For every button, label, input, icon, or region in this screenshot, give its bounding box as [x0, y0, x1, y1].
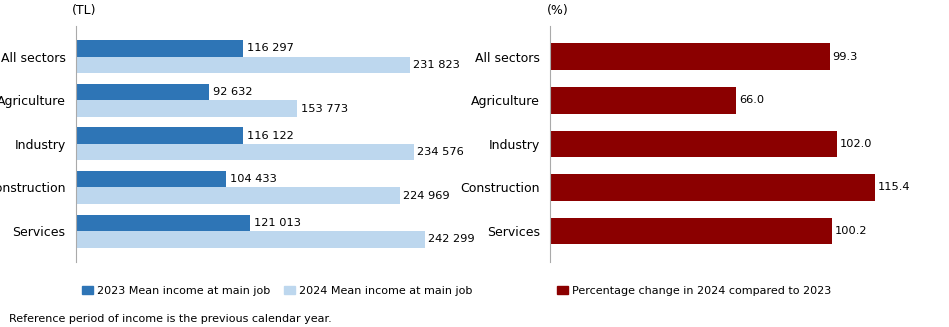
Text: Reference period of income is the previous calendar year.: Reference period of income is the previo… [9, 314, 332, 324]
Text: 231 823: 231 823 [414, 60, 460, 70]
Text: (%): (%) [547, 4, 568, 17]
Text: 66.0: 66.0 [739, 95, 764, 105]
Text: 92 632: 92 632 [213, 87, 252, 97]
Text: 104 433: 104 433 [230, 174, 277, 184]
Text: (TL): (TL) [72, 4, 96, 17]
Bar [550, 218, 832, 244]
Bar [550, 43, 829, 70]
Bar [76, 187, 400, 204]
Bar [550, 87, 736, 113]
Bar [550, 174, 875, 201]
Bar [76, 84, 210, 100]
Text: 153 773: 153 773 [301, 104, 348, 113]
Text: 116 297: 116 297 [247, 43, 294, 53]
Bar [76, 215, 251, 231]
Bar [76, 127, 243, 144]
Text: 99.3: 99.3 [832, 52, 858, 62]
Bar [76, 231, 425, 248]
Text: 102.0: 102.0 [840, 139, 872, 149]
Legend: 2023 Mean income at main job, 2024 Mean income at main job: 2023 Mean income at main job, 2024 Mean … [77, 281, 477, 300]
Bar [76, 57, 410, 73]
Bar [76, 171, 226, 187]
Bar [76, 144, 414, 161]
Text: 242 299: 242 299 [428, 234, 475, 244]
Text: 100.2: 100.2 [835, 226, 867, 236]
Text: 116 122: 116 122 [247, 130, 293, 141]
Legend: Percentage change in 2024 compared to 2023: Percentage change in 2024 compared to 20… [552, 281, 836, 300]
Text: 234 576: 234 576 [418, 147, 464, 157]
Text: 121 013: 121 013 [253, 218, 301, 228]
Text: 224 969: 224 969 [403, 191, 450, 201]
Bar [550, 130, 837, 157]
Bar [76, 100, 297, 117]
Bar [76, 40, 243, 57]
Text: 115.4: 115.4 [878, 182, 910, 193]
